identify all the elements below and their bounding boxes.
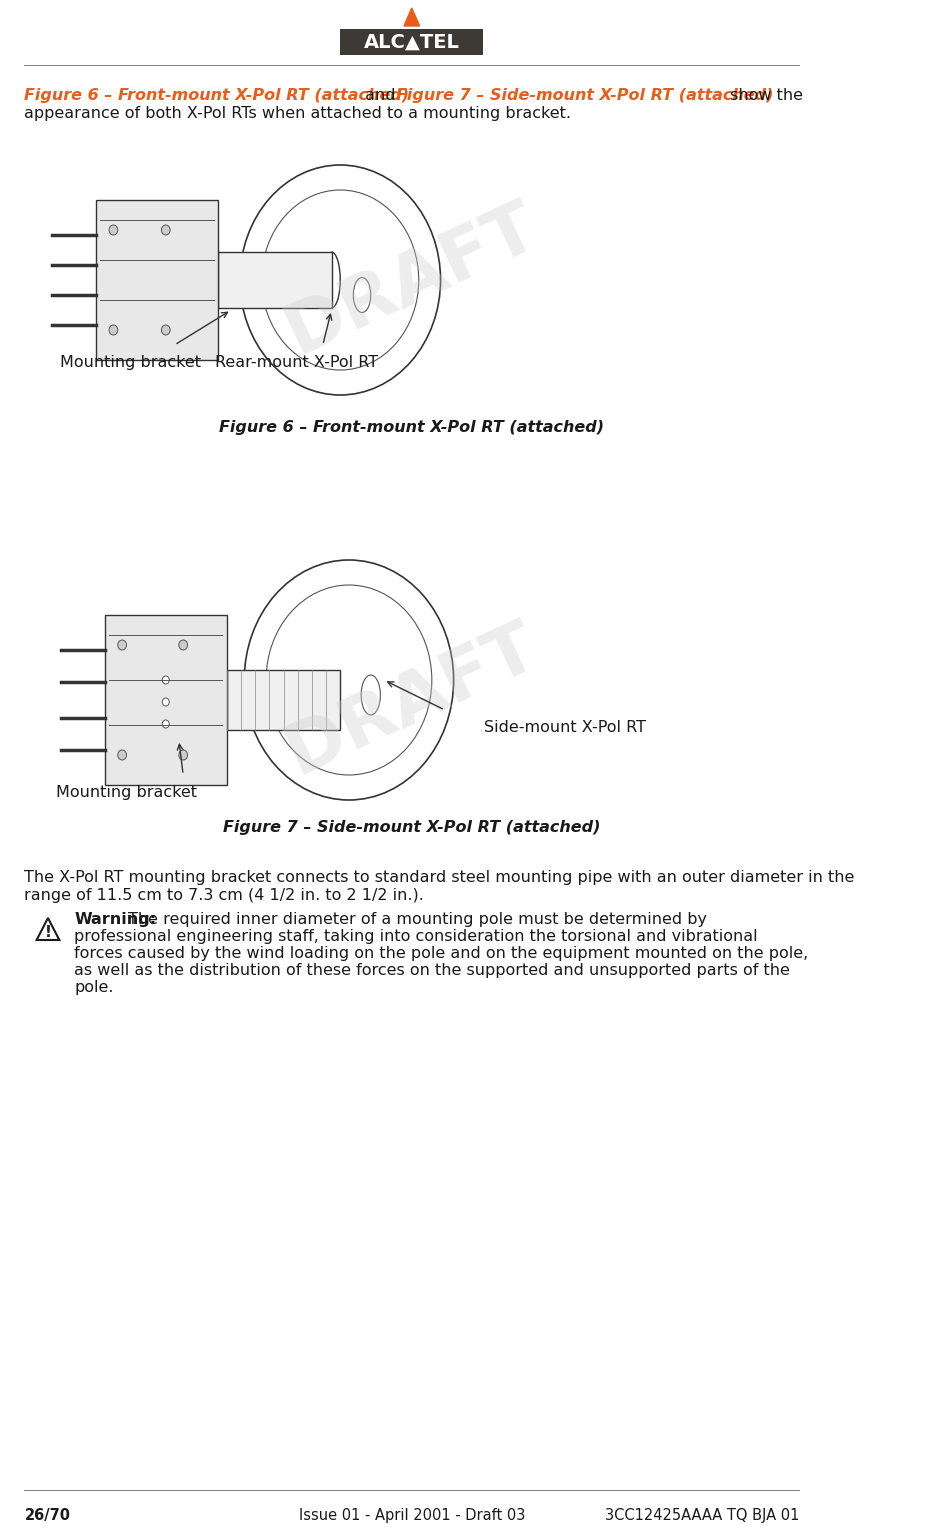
Text: ALC▲TEL: ALC▲TEL bbox=[363, 32, 460, 52]
Polygon shape bbox=[404, 8, 420, 26]
Circle shape bbox=[161, 325, 170, 335]
Text: !: ! bbox=[44, 924, 51, 940]
Text: Warning:: Warning: bbox=[75, 912, 157, 927]
Bar bbox=[96, 200, 218, 361]
Text: Rear-mount X-Pol RT: Rear-mount X-Pol RT bbox=[215, 354, 379, 370]
Text: forces caused by the wind loading on the pole and on the equipment mounted on th: forces caused by the wind loading on the… bbox=[75, 946, 808, 961]
FancyBboxPatch shape bbox=[340, 29, 483, 55]
Circle shape bbox=[162, 698, 169, 706]
Text: Figure 6 – Front-mount X-Pol RT (attached): Figure 6 – Front-mount X-Pol RT (attache… bbox=[25, 89, 410, 102]
Text: DRAFT: DRAFT bbox=[275, 611, 548, 788]
Text: Mounting bracket: Mounting bracket bbox=[56, 785, 197, 801]
Circle shape bbox=[162, 675, 169, 685]
Circle shape bbox=[118, 640, 126, 649]
Text: Mounting bracket: Mounting bracket bbox=[60, 354, 201, 370]
Text: Figure 6 – Front-mount X-Pol RT (attached): Figure 6 – Front-mount X-Pol RT (attache… bbox=[219, 420, 604, 435]
Text: show the: show the bbox=[725, 89, 803, 102]
Text: Issue 01 - April 2001 - Draft 03: Issue 01 - April 2001 - Draft 03 bbox=[298, 1508, 525, 1523]
Text: Figure 7 – Side-mount X-Pol RT (attached): Figure 7 – Side-mount X-Pol RT (attached… bbox=[396, 89, 773, 102]
Text: Side-mount X-Pol RT: Side-mount X-Pol RT bbox=[484, 720, 647, 735]
Circle shape bbox=[110, 225, 118, 235]
Circle shape bbox=[178, 750, 188, 759]
Text: pole.: pole. bbox=[75, 979, 113, 995]
Circle shape bbox=[161, 225, 170, 235]
Text: as well as the distribution of these forces on the supported and unsupported par: as well as the distribution of these for… bbox=[75, 963, 790, 978]
Text: The required inner diameter of a mounting pole must be determined by: The required inner diameter of a mountin… bbox=[128, 912, 707, 927]
Circle shape bbox=[118, 750, 126, 759]
Text: 3CC12425AAAA TQ BJA 01: 3CC12425AAAA TQ BJA 01 bbox=[605, 1508, 800, 1523]
Text: appearance of both X-Pol RTs when attached to a mounting bracket.: appearance of both X-Pol RTs when attach… bbox=[25, 105, 571, 121]
Text: professional engineering staff, taking into consideration the torsional and vibr: professional engineering staff, taking i… bbox=[75, 929, 758, 944]
Text: and: and bbox=[361, 89, 401, 102]
Circle shape bbox=[110, 325, 118, 335]
Text: DRAFT: DRAFT bbox=[275, 191, 548, 368]
Circle shape bbox=[178, 640, 188, 649]
Text: 26/70: 26/70 bbox=[25, 1508, 71, 1523]
Text: The X-Pol RT mounting bracket connects to standard steel mounting pipe with an o: The X-Pol RT mounting bracket connects t… bbox=[25, 869, 855, 885]
Bar bbox=[218, 252, 331, 309]
Bar bbox=[105, 614, 227, 785]
Text: range of 11.5 cm to 7.3 cm (4 1/2 in. to 2 1/2 in.).: range of 11.5 cm to 7.3 cm (4 1/2 in. to… bbox=[25, 888, 424, 903]
Text: Figure 7 – Side-mount X-Pol RT (attached): Figure 7 – Side-mount X-Pol RT (attached… bbox=[223, 821, 600, 834]
Bar bbox=[227, 669, 340, 730]
Circle shape bbox=[162, 720, 169, 727]
